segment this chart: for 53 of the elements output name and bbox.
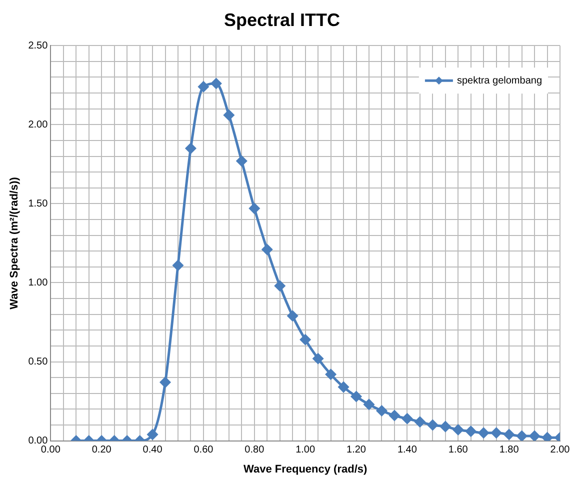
x-tick-label: 1.80 bbox=[499, 444, 520, 456]
point bbox=[274, 280, 286, 292]
point bbox=[440, 421, 451, 432]
point bbox=[402, 413, 412, 424]
y-tick-label: 2.50 bbox=[28, 40, 48, 52]
x-tick-label: 0.20 bbox=[92, 444, 112, 456]
y-tick-label: 0.00 bbox=[28, 436, 48, 447]
x-tick-label: 1.00 bbox=[296, 444, 316, 456]
point bbox=[389, 410, 400, 421]
x-tick-label: 1.60 bbox=[448, 444, 468, 456]
point bbox=[529, 430, 540, 441]
point bbox=[185, 143, 196, 154]
y-tick-label: 1.00 bbox=[28, 277, 48, 288]
chart-title: Spectral ITTC bbox=[224, 10, 340, 30]
x-tick-label: 0.60 bbox=[194, 444, 214, 456]
point bbox=[300, 334, 311, 345]
x-tick-label: 0.40 bbox=[142, 444, 163, 456]
x-tick-label: 2.00 bbox=[550, 444, 570, 456]
point bbox=[414, 416, 426, 428]
y-tick-label: 1.50 bbox=[28, 198, 48, 210]
point bbox=[466, 426, 476, 437]
point bbox=[542, 432, 553, 441]
point bbox=[452, 424, 464, 435]
point bbox=[478, 428, 489, 438]
x-tick-label: 1.40 bbox=[397, 444, 418, 456]
point bbox=[338, 382, 349, 392]
point bbox=[376, 406, 387, 416]
y-tick-label: 2.00 bbox=[28, 119, 48, 130]
point bbox=[262, 244, 272, 255]
y-axis-title: Wave Spectra (m²/(rad/s)) bbox=[8, 176, 21, 310]
point bbox=[504, 429, 514, 440]
point bbox=[326, 369, 336, 380]
x-tick-label: 0.80 bbox=[244, 444, 265, 456]
point bbox=[198, 81, 209, 92]
point bbox=[160, 377, 171, 388]
point bbox=[147, 429, 158, 440]
x-tick-label: 0.00 bbox=[40, 444, 61, 456]
point bbox=[287, 310, 298, 322]
legend-label: spektra gelombang bbox=[456, 75, 542, 86]
point bbox=[364, 399, 374, 410]
point bbox=[236, 156, 247, 166]
point bbox=[210, 78, 222, 89]
point bbox=[427, 420, 438, 430]
point bbox=[249, 203, 260, 214]
y-tick-label: 0.50 bbox=[28, 356, 48, 368]
x-tick-label: 1.20 bbox=[346, 444, 366, 456]
point bbox=[491, 428, 502, 438]
point bbox=[351, 391, 362, 402]
point bbox=[312, 353, 324, 364]
point bbox=[516, 430, 528, 441]
point bbox=[172, 260, 184, 271]
point bbox=[224, 110, 234, 120]
x-axis-title: Wave Frequency (rad/s) bbox=[243, 463, 368, 476]
